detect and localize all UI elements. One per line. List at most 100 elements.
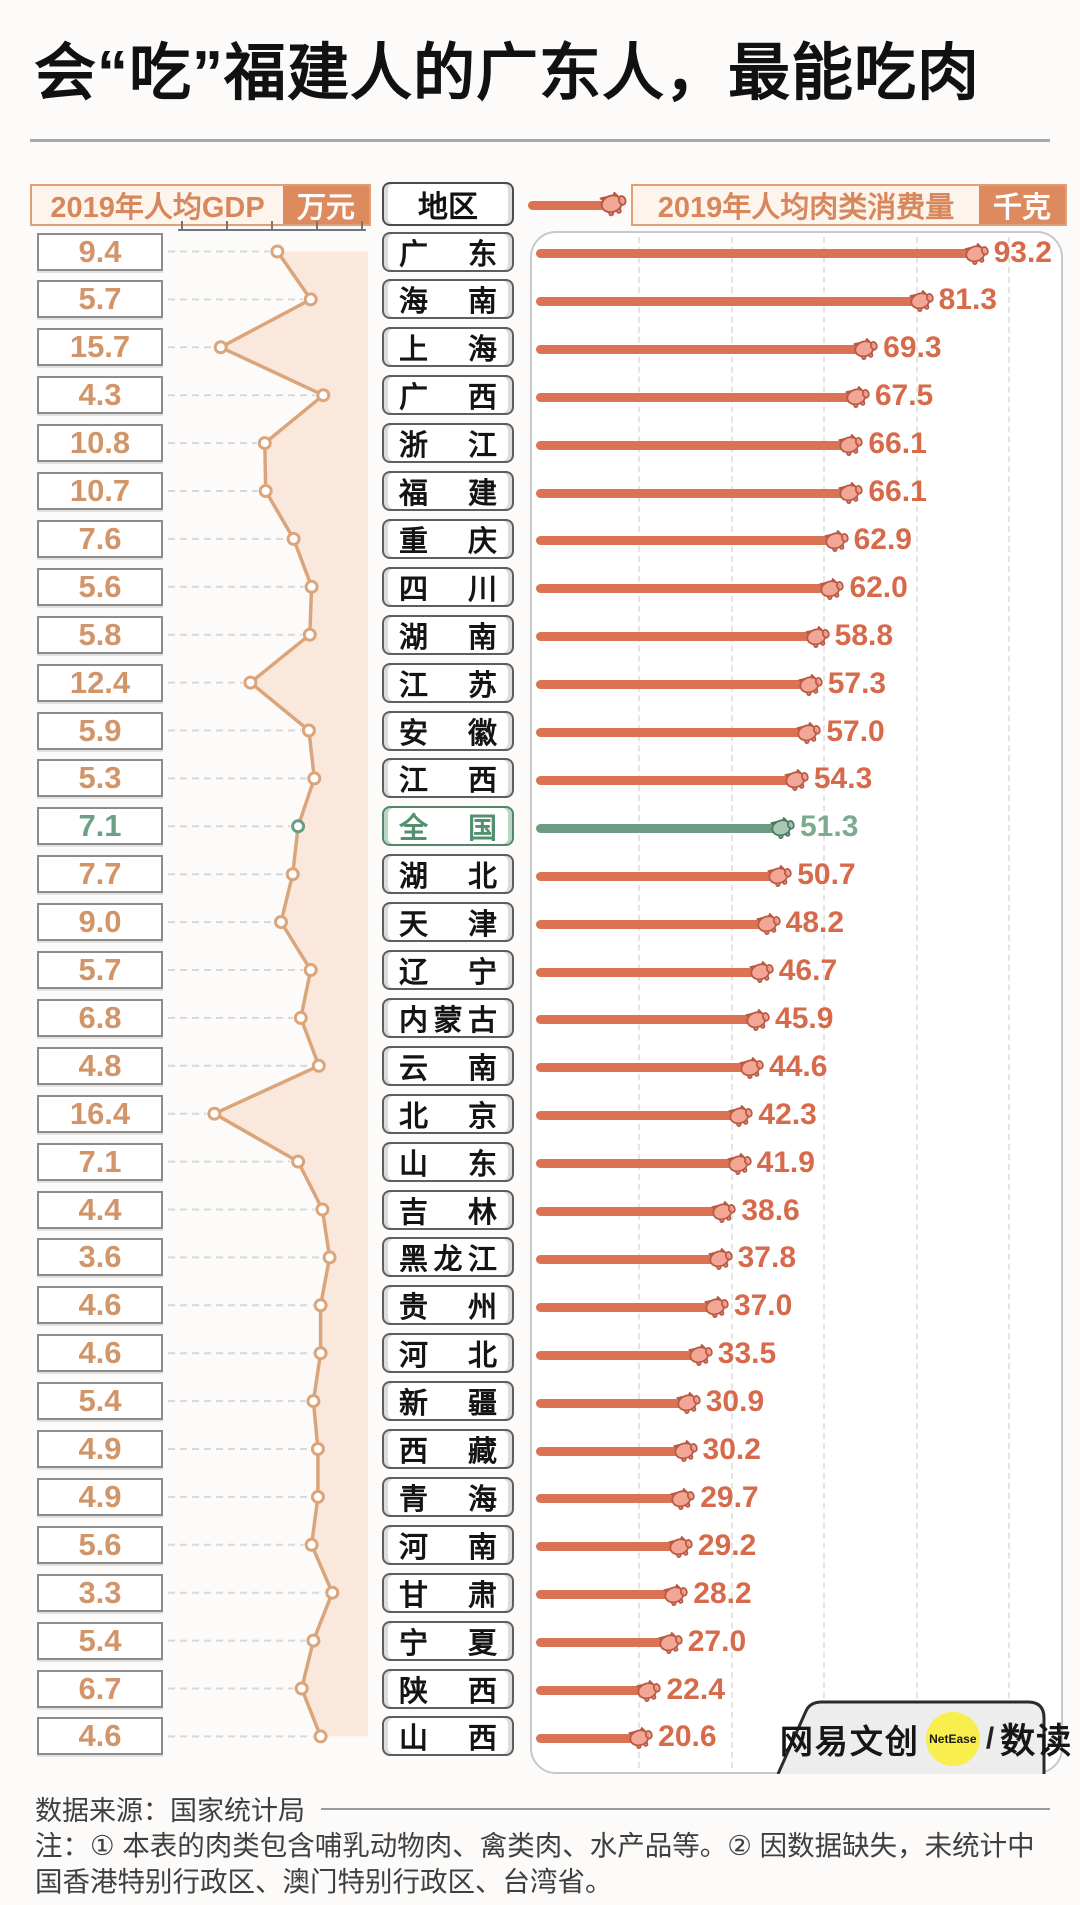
meat-value-label: 44.6 bbox=[769, 1049, 828, 1083]
gdp-value-box: 7.1 bbox=[37, 1142, 163, 1181]
pig-icon bbox=[728, 1104, 754, 1127]
meat-bar bbox=[536, 632, 818, 642]
meat-value-label: 54.3 bbox=[813, 762, 873, 796]
pig-icon bbox=[796, 721, 821, 744]
meat-value-label: 57.0 bbox=[826, 714, 885, 748]
meat-value-label: 30.2 bbox=[702, 1433, 761, 1466]
region-box: 四川 bbox=[382, 566, 514, 607]
region-column-header: 地区 bbox=[382, 182, 514, 226]
region-label: 河南 bbox=[399, 1531, 497, 1564]
pig-icon-holder bbox=[783, 768, 810, 797]
meat-bar bbox=[536, 1207, 725, 1216]
meat-axis-gridline bbox=[915, 237, 918, 1768]
pig-icon-holder bbox=[707, 1247, 734, 1276]
gdp-value-box: 7.1 bbox=[37, 807, 163, 846]
region-label: 山东 bbox=[399, 1148, 497, 1181]
yellow-circle-icon bbox=[925, 1711, 980, 1766]
title-divider bbox=[30, 139, 1050, 142]
region-box: 陕西 bbox=[382, 1668, 514, 1709]
gdp-value-box: 4.8 bbox=[37, 1046, 163, 1085]
gdp-value-box: 3.6 bbox=[37, 1238, 163, 1277]
pig-icon-holder bbox=[795, 721, 822, 750]
meat-bar bbox=[536, 1398, 689, 1408]
meat-bar bbox=[536, 1302, 717, 1312]
gdp-value-box: 5.7 bbox=[37, 951, 163, 989]
region-label: 江西 bbox=[399, 765, 497, 798]
region-box: 湖北 bbox=[382, 854, 514, 895]
region-label: 辽宁 bbox=[399, 957, 497, 989]
logo-content: 网易文创 NetEase / 数读 bbox=[780, 1707, 1071, 1770]
gdp-value-box: 7.6 bbox=[37, 519, 163, 558]
logo-divider: / bbox=[985, 1721, 995, 1755]
region-label: 江苏 bbox=[399, 669, 497, 702]
pig-icon-holder bbox=[662, 1583, 689, 1612]
pig-icon-holder bbox=[963, 242, 990, 271]
meat-bar bbox=[536, 1159, 740, 1169]
gdp-value-box: 15.7 bbox=[37, 328, 163, 367]
meat-bar bbox=[536, 1254, 721, 1264]
gdp-value-box: 4.4 bbox=[37, 1190, 163, 1229]
meat-bar bbox=[536, 440, 852, 450]
pig-icon bbox=[672, 1440, 698, 1463]
gdp-value-box: 5.3 bbox=[37, 759, 163, 798]
meat-bar bbox=[536, 1111, 742, 1121]
region-label: 四川 bbox=[399, 573, 497, 606]
meat-bar bbox=[536, 1350, 701, 1360]
meat-bar bbox=[536, 1638, 671, 1648]
netease-shudu-logo: 网易文创 NetEase / 数读 bbox=[772, 1697, 1071, 1774]
meat-bar bbox=[536, 1686, 650, 1695]
gdp-value-box: 6.7 bbox=[37, 1669, 163, 1708]
gdp-value-box: 4.3 bbox=[37, 376, 163, 415]
pig-icon bbox=[636, 1679, 662, 1702]
netease-brand-text: 网易文创 bbox=[779, 1722, 920, 1760]
gdp-value-box: 4.6 bbox=[37, 1334, 163, 1373]
gdp-value-box: 5.7 bbox=[37, 280, 163, 319]
gdp-value-box: 4.6 bbox=[37, 1286, 163, 1325]
footnote: 注：① 本表的肉类包含哺乳动物肉、禽类肉、水产品等。② 因数据缺失，未统计中国香… bbox=[35, 1830, 1035, 1898]
pig-icon-holder bbox=[687, 1343, 714, 1372]
meat-bar bbox=[536, 823, 783, 833]
gdp-value-box: 6.8 bbox=[37, 998, 163, 1037]
pig-icon-holder bbox=[908, 289, 935, 318]
pig-icon bbox=[745, 1008, 770, 1031]
region-label: 河北 bbox=[399, 1340, 497, 1373]
pig-icon-holder bbox=[667, 1535, 694, 1564]
gdp-header-label: 2019年人均GDP bbox=[50, 192, 265, 224]
meat-legend bbox=[528, 186, 628, 224]
legend-bar bbox=[528, 201, 606, 210]
data-source-row: 数据来源：国家统计局 bbox=[35, 1789, 1050, 1828]
pig-icon bbox=[704, 1296, 729, 1319]
pig-icon-holder bbox=[738, 1056, 765, 1085]
meat-bar bbox=[536, 919, 769, 929]
meat-value-label: 58.8 bbox=[834, 618, 894, 652]
region-label: 宁夏 bbox=[399, 1627, 497, 1660]
region-box: 河南 bbox=[382, 1524, 514, 1565]
pig-icon-holder bbox=[766, 864, 793, 893]
region-label: 内蒙古 bbox=[399, 1004, 497, 1037]
data-source-rule bbox=[321, 1807, 1050, 1810]
logo-plate-shape bbox=[776, 1700, 1046, 1774]
region-label: 陕西 bbox=[399, 1675, 497, 1708]
region-box: 江西 bbox=[382, 758, 514, 799]
region-box: 广东 bbox=[382, 231, 514, 272]
region-box: 黑龙江 bbox=[382, 1237, 514, 1278]
meat-value-label: 20.6 bbox=[658, 1720, 717, 1754]
region-label: 福建 bbox=[399, 478, 497, 510]
pig-icon bbox=[708, 1248, 733, 1271]
pig-icon-holder bbox=[726, 1152, 753, 1181]
netease-badge: NetEase bbox=[925, 1711, 980, 1766]
meat-bar bbox=[536, 775, 797, 785]
region-box: 西藏 bbox=[382, 1429, 514, 1469]
pig-icon-holder bbox=[844, 385, 871, 414]
region-label: 全国 bbox=[399, 813, 497, 846]
meat-bar bbox=[536, 1015, 759, 1025]
region-box: 广西 bbox=[382, 375, 514, 416]
meat-bar bbox=[536, 249, 977, 258]
pig-icon bbox=[628, 1727, 653, 1750]
region-box: 北京 bbox=[382, 1093, 514, 1134]
gdp-value-box: 12.4 bbox=[37, 663, 163, 702]
region-box: 甘肃 bbox=[382, 1572, 514, 1613]
pig-icon-holder bbox=[748, 960, 775, 989]
meat-bar bbox=[536, 296, 922, 306]
region-label: 西藏 bbox=[399, 1436, 497, 1468]
